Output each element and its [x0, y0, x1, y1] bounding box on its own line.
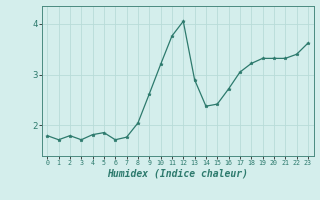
- X-axis label: Humidex (Indice chaleur): Humidex (Indice chaleur): [107, 169, 248, 179]
